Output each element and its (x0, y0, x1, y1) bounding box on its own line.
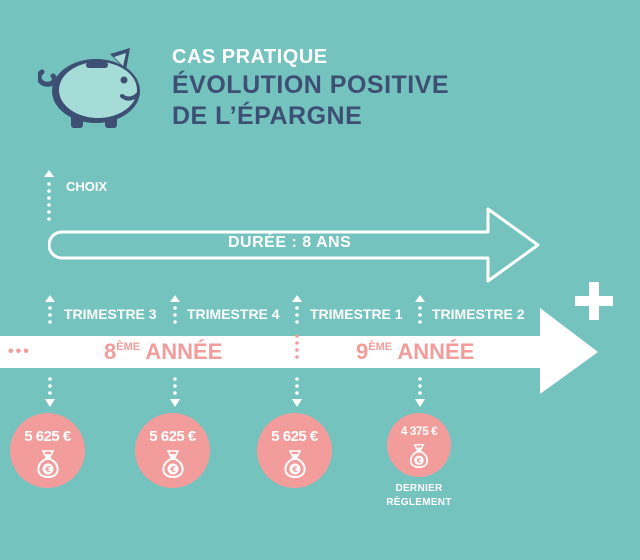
quarter-arrow-3 (292, 295, 302, 324)
quarter-arrow-2 (170, 295, 180, 324)
payment-amount: 5 625 € (24, 428, 71, 445)
payment-coin-4: 4 375 € € (387, 413, 451, 477)
year-suffix: ÈME (116, 341, 141, 353)
quarter-label-4: TRIMESTRE 2 (432, 306, 525, 322)
plus-sign-text: + (0, 0, 1, 1)
title-line-2: ÉVOLUTION POSITIVE (172, 71, 450, 99)
year-number: 8 (104, 339, 117, 364)
year-word: ANNÉE (145, 339, 223, 364)
timeline-arrow (0, 308, 598, 394)
payment-arrow-4 (415, 377, 425, 407)
money-bag-euro-icon: € (37, 450, 59, 479)
last-payment-note-line-2: RÈGLEMENT (386, 497, 452, 508)
payment-amount: 5 625 € (149, 428, 196, 445)
piggy-bank-icon (38, 48, 140, 128)
plus-icon (575, 282, 613, 320)
year-label-9: 9ÈME ANNÉE (356, 339, 474, 365)
quarter-arrow-1 (45, 295, 55, 324)
last-payment-note-line-1: DERNIER (395, 483, 443, 494)
payment-coin-2: 5 625 € € (135, 413, 210, 488)
duration-arrow (48, 207, 540, 283)
title-line-3: DE L’ÉPARGNE (172, 102, 363, 130)
money-bag-euro-icon: € (162, 450, 184, 479)
choice-arrow-icon (44, 170, 54, 221)
year-number: 9 (356, 339, 369, 364)
title-line-1: CAS PRATIQUE (172, 46, 328, 68)
year-divider (295, 334, 299, 359)
year-word: ANNÉE (397, 339, 475, 364)
money-bag-euro-icon: € (409, 444, 429, 469)
svg-text:€: € (291, 465, 298, 474)
payment-amount: 4 375 € (400, 424, 438, 438)
payment-coin-3: 5 625 € € (257, 413, 332, 488)
quarter-label-3: TRIMESTRE 1 (310, 306, 403, 322)
svg-text:€: € (169, 465, 176, 474)
duration-label: DURÉE : 8 ANS (228, 234, 352, 251)
payment-coin-1: 5 625 € € (10, 413, 85, 488)
timeline-ellipsis: ••• (8, 343, 31, 360)
payment-amount: 5 625 € (271, 428, 318, 445)
last-payment-note: DERNIER RÈGLEMENT (374, 482, 464, 510)
quarter-arrow-4 (415, 295, 425, 324)
quarter-label-2: TRIMESTRE 4 (187, 306, 280, 322)
year-label-8: 8ÈME ANNÉE (104, 339, 222, 365)
payment-arrow-3 (292, 377, 302, 407)
year-suffix: ÈME (368, 341, 393, 353)
svg-text:€: € (416, 457, 422, 465)
choice-label: CHOIX (66, 179, 108, 194)
svg-text:€: € (44, 465, 51, 474)
payment-arrow-1 (45, 377, 55, 407)
title-block: CAS PRATIQUE ÉVOLUTION POSITIVE DE L’ÉPA… (172, 44, 449, 132)
money-bag-euro-icon: € (284, 450, 306, 479)
payment-arrow-2 (170, 377, 180, 407)
quarter-label-1: TRIMESTRE 3 (64, 306, 157, 322)
